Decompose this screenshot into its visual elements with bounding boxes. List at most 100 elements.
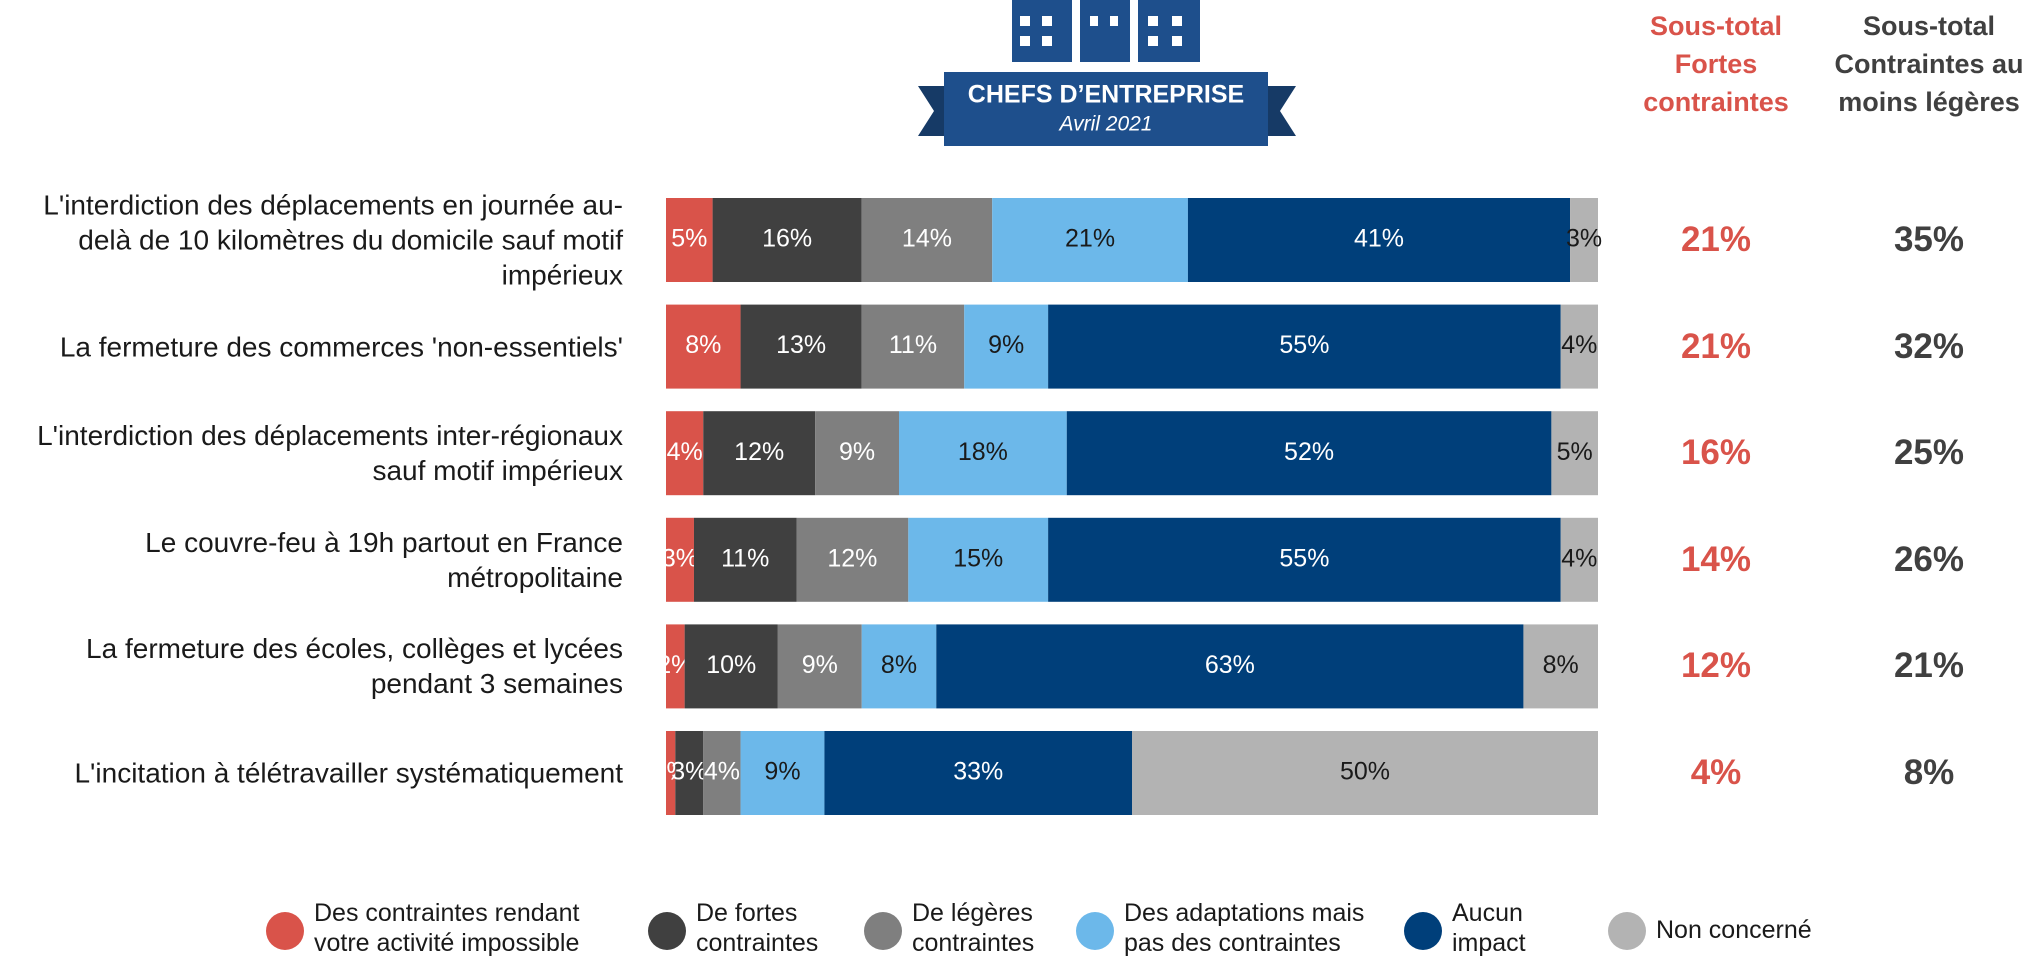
header-title: CHEFS D’ENTREPRISE [968, 81, 1244, 109]
bar-segment [1132, 731, 1598, 815]
bar-segment [908, 517, 1049, 602]
value-label: 5% [671, 225, 707, 253]
category-label: Le couvre-feu à 19h partout en France mé… [145, 526, 623, 593]
subtotal-header-line: Sous-total [1863, 11, 1995, 41]
subtotal-value: 21% [1680, 326, 1752, 366]
legend-swatch [1404, 912, 1442, 950]
bar-segment [1066, 411, 1552, 496]
subtotal-value: 8% [1903, 753, 1955, 792]
value-label: 9% [764, 758, 800, 786]
value-label: 9% [988, 331, 1024, 359]
category-label: La fermeture des écoles, collèges et lyc… [86, 633, 623, 700]
value-label: 63% [1205, 651, 1255, 679]
legend-swatch [266, 912, 304, 950]
bar-segment [1523, 624, 1598, 709]
value-label: 21% [1065, 225, 1115, 253]
value-label: 50% [1340, 758, 1390, 786]
subtotal-value: 32% [1893, 326, 1965, 366]
legend-label: Des adaptations mais pas des contraintes [1124, 899, 1365, 957]
value-label: 55% [1279, 544, 1329, 572]
value-label: 5% [1557, 438, 1593, 466]
legend-swatch [1076, 912, 1114, 950]
legend-label: De légères contraintes [912, 899, 1035, 957]
value-label: 3% [662, 544, 698, 572]
subtotal-header-line: Sous-total [1650, 11, 1782, 41]
bar-segment [1048, 517, 1561, 602]
category-label: L'interdiction des déplacements en journ… [43, 189, 623, 291]
value-label: 55% [1279, 331, 1329, 359]
bar-segment [703, 411, 816, 496]
bar-segment [1570, 198, 1598, 282]
bar-segment [936, 624, 1524, 709]
category-label: La fermeture des commerces 'non-essentie… [59, 331, 623, 363]
bar-segment [861, 304, 965, 389]
bar-segment [1048, 304, 1561, 389]
legend-swatch [864, 912, 902, 950]
bar-segment [703, 731, 741, 815]
subtotal-header: Sous-total Fortes contraintes [1616, 7, 1816, 121]
bar-segment [815, 411, 899, 496]
legend-swatch [648, 912, 686, 950]
subtotal-header-line: moins légères [1838, 87, 2020, 117]
subtotal-header-line: Contraintes au [1834, 49, 2024, 79]
value-label: 16% [762, 225, 812, 253]
subtotal-value: 4% [1690, 753, 1742, 792]
value-label: 8% [685, 331, 721, 359]
header-subtitle: Avril 2021 [1057, 113, 1152, 136]
legend-label: Des contraintes rendant votre activité i… [314, 899, 580, 957]
bar-segment [824, 731, 1132, 815]
value-label: 4% [1561, 331, 1597, 359]
value-label: 52% [1284, 438, 1334, 466]
legend-label: Aucun impact [1452, 899, 1526, 957]
subtotal-value: 21% [1680, 220, 1752, 259]
value-label: 13% [776, 331, 826, 359]
subtotal-value: 26% [1893, 539, 1965, 579]
value-label: 15% [953, 544, 1003, 572]
value-label: 11% [889, 331, 937, 359]
value-label: 12% [827, 544, 877, 572]
bar-segment [684, 624, 778, 709]
value-label: 4% [704, 758, 740, 786]
value-label: 10% [706, 651, 756, 679]
bar-segment [666, 411, 704, 496]
bar-segment [1187, 198, 1571, 282]
legend-label: De fortes contraintes [696, 899, 819, 957]
bar-segment [666, 198, 713, 282]
subtotal-value: 16% [1680, 433, 1752, 473]
legend-label: Non concerné [1656, 916, 1812, 944]
bar-segment [1560, 304, 1598, 389]
value-label: 4% [1561, 544, 1597, 572]
bar-segment [693, 517, 797, 602]
subtotal-value: 35% [1893, 220, 1965, 259]
subtotal-value: 12% [1680, 646, 1752, 686]
bar-segment [992, 198, 1188, 282]
bar-segment [712, 198, 862, 282]
bar-segment [740, 304, 862, 389]
value-label: 11% [721, 544, 769, 572]
subtotal-header-line: Fortes [1674, 49, 1758, 79]
value-label: 9% [802, 651, 838, 679]
bar-segment [796, 517, 909, 602]
value-label: 3% [1566, 225, 1602, 253]
bar-segment [675, 731, 704, 815]
bar-segment [740, 731, 825, 815]
bar-segment [666, 517, 694, 602]
bar-segment [666, 624, 685, 709]
value-label: 14% [902, 225, 952, 253]
value-label: 33% [953, 758, 1003, 786]
bar-segment [1551, 411, 1598, 496]
subtotal-header-line: contraintes [1643, 87, 1789, 117]
subtotal-header: Sous-total Contraintes au moins légères [1829, 7, 2027, 121]
bar-segment [861, 198, 993, 282]
category-label: L'interdiction des déplacements inter-ré… [37, 420, 623, 487]
value-label: 4% [667, 438, 703, 466]
category-label: L'incitation à télétravailler systématiq… [74, 757, 623, 789]
subtotal-value: 14% [1680, 539, 1752, 579]
subtotal-value: 25% [1893, 433, 1965, 473]
value-label: 41% [1354, 225, 1404, 253]
value-label: 18% [958, 438, 1008, 466]
bar-segment [1560, 517, 1598, 602]
bar-segment [861, 624, 937, 709]
value-label: 8% [881, 651, 917, 679]
